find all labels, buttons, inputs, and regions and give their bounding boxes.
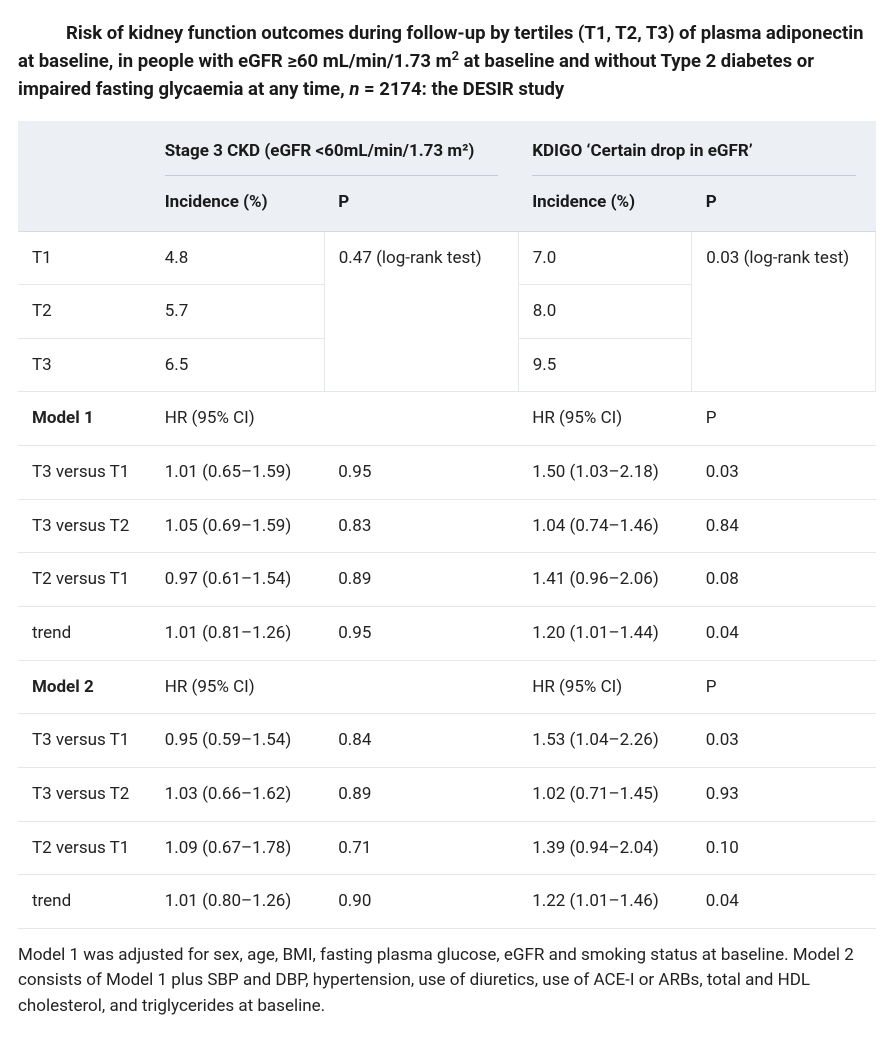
header-blank-2 xyxy=(18,174,151,231)
table-footnote: Model 1 was adjusted for sex, age, BMI, … xyxy=(18,943,876,1020)
table-row: T3 versus T1 1.01 (0.65–1.59) 0.95 1.50 … xyxy=(18,446,876,500)
table-row: T2 versus T1 1.09 (0.67–1.78) 0.71 1.39 … xyxy=(18,821,876,875)
cell-blank xyxy=(324,660,518,714)
cell-ckd-incidence: 6.5 xyxy=(151,338,325,392)
cell-blank xyxy=(324,392,518,446)
table-title: Risk of kidney function outcomes during … xyxy=(18,20,876,103)
table-row: T2 versus T1 0.97 (0.61–1.54) 0.89 1.41 … xyxy=(18,553,876,607)
cell-kdigo-p: 0.93 xyxy=(692,767,876,821)
table-row: T3 versus T1 0.95 (0.59–1.54) 0.84 1.53 … xyxy=(18,714,876,768)
cell-kdigo-p: 0.03 xyxy=(692,446,876,500)
row-label: T3 versus T1 xyxy=(18,446,151,500)
table-body: T1 4.8 0.47 (log-rank test) 7.0 0.03 (lo… xyxy=(18,231,876,928)
table-row: Model 2 HR (95% CI) HR (95% CI) P xyxy=(18,660,876,714)
cell-kdigo-p: 0.04 xyxy=(692,607,876,661)
header-kdigo-p: P xyxy=(692,174,876,231)
cell-ckd-p: 0.95 xyxy=(324,607,518,661)
cell-p-label: P xyxy=(692,660,876,714)
cell-kdigo-hr: 1.41 (0.96–2.06) xyxy=(518,553,692,607)
cell-kdigo-hr: 1.50 (1.03–2.18) xyxy=(518,446,692,500)
cell-kdigo-hr: 1.22 (1.01–1.46) xyxy=(518,875,692,929)
table-row: T1 4.8 0.47 (log-rank test) 7.0 0.03 (lo… xyxy=(18,231,876,285)
cell-ckd-hr: 1.05 (0.69–1.59) xyxy=(151,499,325,553)
cell-kdigo-p: 0.10 xyxy=(692,821,876,875)
row-label: T2 versus T1 xyxy=(18,821,151,875)
cell-ckd-hr: 1.03 (0.66–1.62) xyxy=(151,767,325,821)
cell-ckd-hr: 1.09 (0.67–1.78) xyxy=(151,821,325,875)
cell-hr-label: HR (95% CI) xyxy=(518,392,692,446)
cell-kdigo-p: 0.03 xyxy=(692,714,876,768)
row-label: T3 versus T1 xyxy=(18,714,151,768)
header-ckd-p: P xyxy=(324,174,518,231)
row-label: T1 xyxy=(18,231,151,285)
table-row: Model 1 HR (95% CI) HR (95% CI) P xyxy=(18,392,876,446)
row-label: T3 versus T2 xyxy=(18,767,151,821)
row-label: T3 xyxy=(18,338,151,392)
cell-p-label: P xyxy=(692,392,876,446)
cell-ckd-p: 0.90 xyxy=(324,875,518,929)
model-label: Model 2 xyxy=(18,660,151,714)
header-blank xyxy=(18,121,151,174)
cell-ckd-p: 0.95 xyxy=(324,446,518,500)
results-table: Stage 3 CKD (eGFR <60mL/min/1.73 m²) KDI… xyxy=(18,121,876,929)
cell-kdigo-hr: 1.20 (1.01–1.44) xyxy=(518,607,692,661)
cell-kdigo-p: 0.04 xyxy=(692,875,876,929)
cell-ckd-incidence: 5.7 xyxy=(151,285,325,339)
cell-ckd-hr: 0.95 (0.59–1.54) xyxy=(151,714,325,768)
header-group-ckd: Stage 3 CKD (eGFR <60mL/min/1.73 m²) xyxy=(151,121,518,174)
row-label: T3 versus T2 xyxy=(18,499,151,553)
cell-ckd-p: 0.84 xyxy=(324,714,518,768)
cell-ckd-hr: 1.01 (0.65–1.59) xyxy=(151,446,325,500)
cell-kdigo-hr: 1.04 (0.74–1.46) xyxy=(518,499,692,553)
row-label: T2 xyxy=(18,285,151,339)
cell-hr-label: HR (95% CI) xyxy=(151,660,325,714)
cell-ckd-p: 0.71 xyxy=(324,821,518,875)
row-label: trend xyxy=(18,607,151,661)
cell-kdigo-p: 0.08 xyxy=(692,553,876,607)
row-label: T2 versus T1 xyxy=(18,553,151,607)
cell-kdigo-hr: 1.02 (0.71–1.45) xyxy=(518,767,692,821)
model-label: Model 1 xyxy=(18,392,151,446)
table-row: trend 1.01 (0.80–1.26) 0.90 1.22 (1.01–1… xyxy=(18,875,876,929)
cell-ckd-hr: 1.01 (0.81–1.26) xyxy=(151,607,325,661)
cell-kdigo-hr: 1.53 (1.04–2.26) xyxy=(518,714,692,768)
table-row: T3 versus T2 1.05 (0.69–1.59) 0.83 1.04 … xyxy=(18,499,876,553)
cell-ckd-hr: 0.97 (0.61–1.54) xyxy=(151,553,325,607)
cell-kdigo-hr: 1.39 (0.94–2.04) xyxy=(518,821,692,875)
cell-ckd-p-merged: 0.47 (log-rank test) xyxy=(324,231,518,392)
header-ckd-incidence: Incidence (%) xyxy=(151,174,325,231)
cell-kdigo-incidence: 7.0 xyxy=(518,231,692,285)
cell-kdigo-incidence: 9.5 xyxy=(518,338,692,392)
cell-ckd-p: 0.83 xyxy=(324,499,518,553)
cell-ckd-hr: 1.01 (0.80–1.26) xyxy=(151,875,325,929)
cell-kdigo-incidence: 8.0 xyxy=(518,285,692,339)
cell-kdigo-p: 0.84 xyxy=(692,499,876,553)
table-row: trend 1.01 (0.81–1.26) 0.95 1.20 (1.01–1… xyxy=(18,607,876,661)
cell-ckd-incidence: 4.8 xyxy=(151,231,325,285)
header-group-kdigo: KDIGO ‘Certain drop in eGFR’ xyxy=(518,121,875,174)
cell-hr-label: HR (95% CI) xyxy=(518,660,692,714)
cell-hr-label: HR (95% CI) xyxy=(151,392,325,446)
cell-kdigo-p-merged: 0.03 (log-rank test) xyxy=(692,231,876,392)
cell-ckd-p: 0.89 xyxy=(324,767,518,821)
table-row: T3 versus T2 1.03 (0.66–1.62) 0.89 1.02 … xyxy=(18,767,876,821)
row-label: trend xyxy=(18,875,151,929)
cell-ckd-p: 0.89 xyxy=(324,553,518,607)
header-kdigo-incidence: Incidence (%) xyxy=(518,174,692,231)
